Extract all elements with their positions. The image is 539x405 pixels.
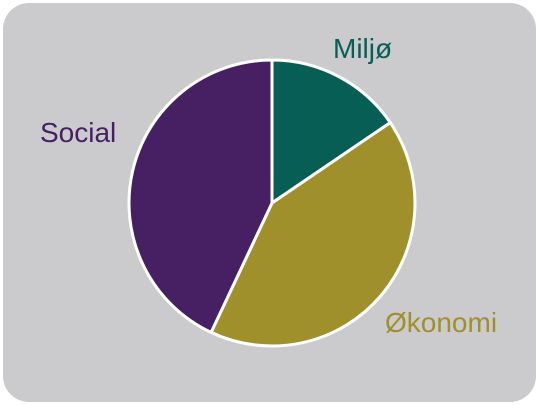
slice-label-social: Social xyxy=(40,117,116,148)
pie-labels: Miljø Økonomi Social xyxy=(40,33,497,338)
pie-slice-2 xyxy=(127,58,274,334)
slice-label-miljo: Miljø xyxy=(333,33,392,64)
pie-slice-1 xyxy=(209,121,417,348)
pie-slice-0 xyxy=(270,58,392,205)
pie-slices xyxy=(127,58,417,348)
slice-label-okonomi: Økonomi xyxy=(385,307,497,338)
